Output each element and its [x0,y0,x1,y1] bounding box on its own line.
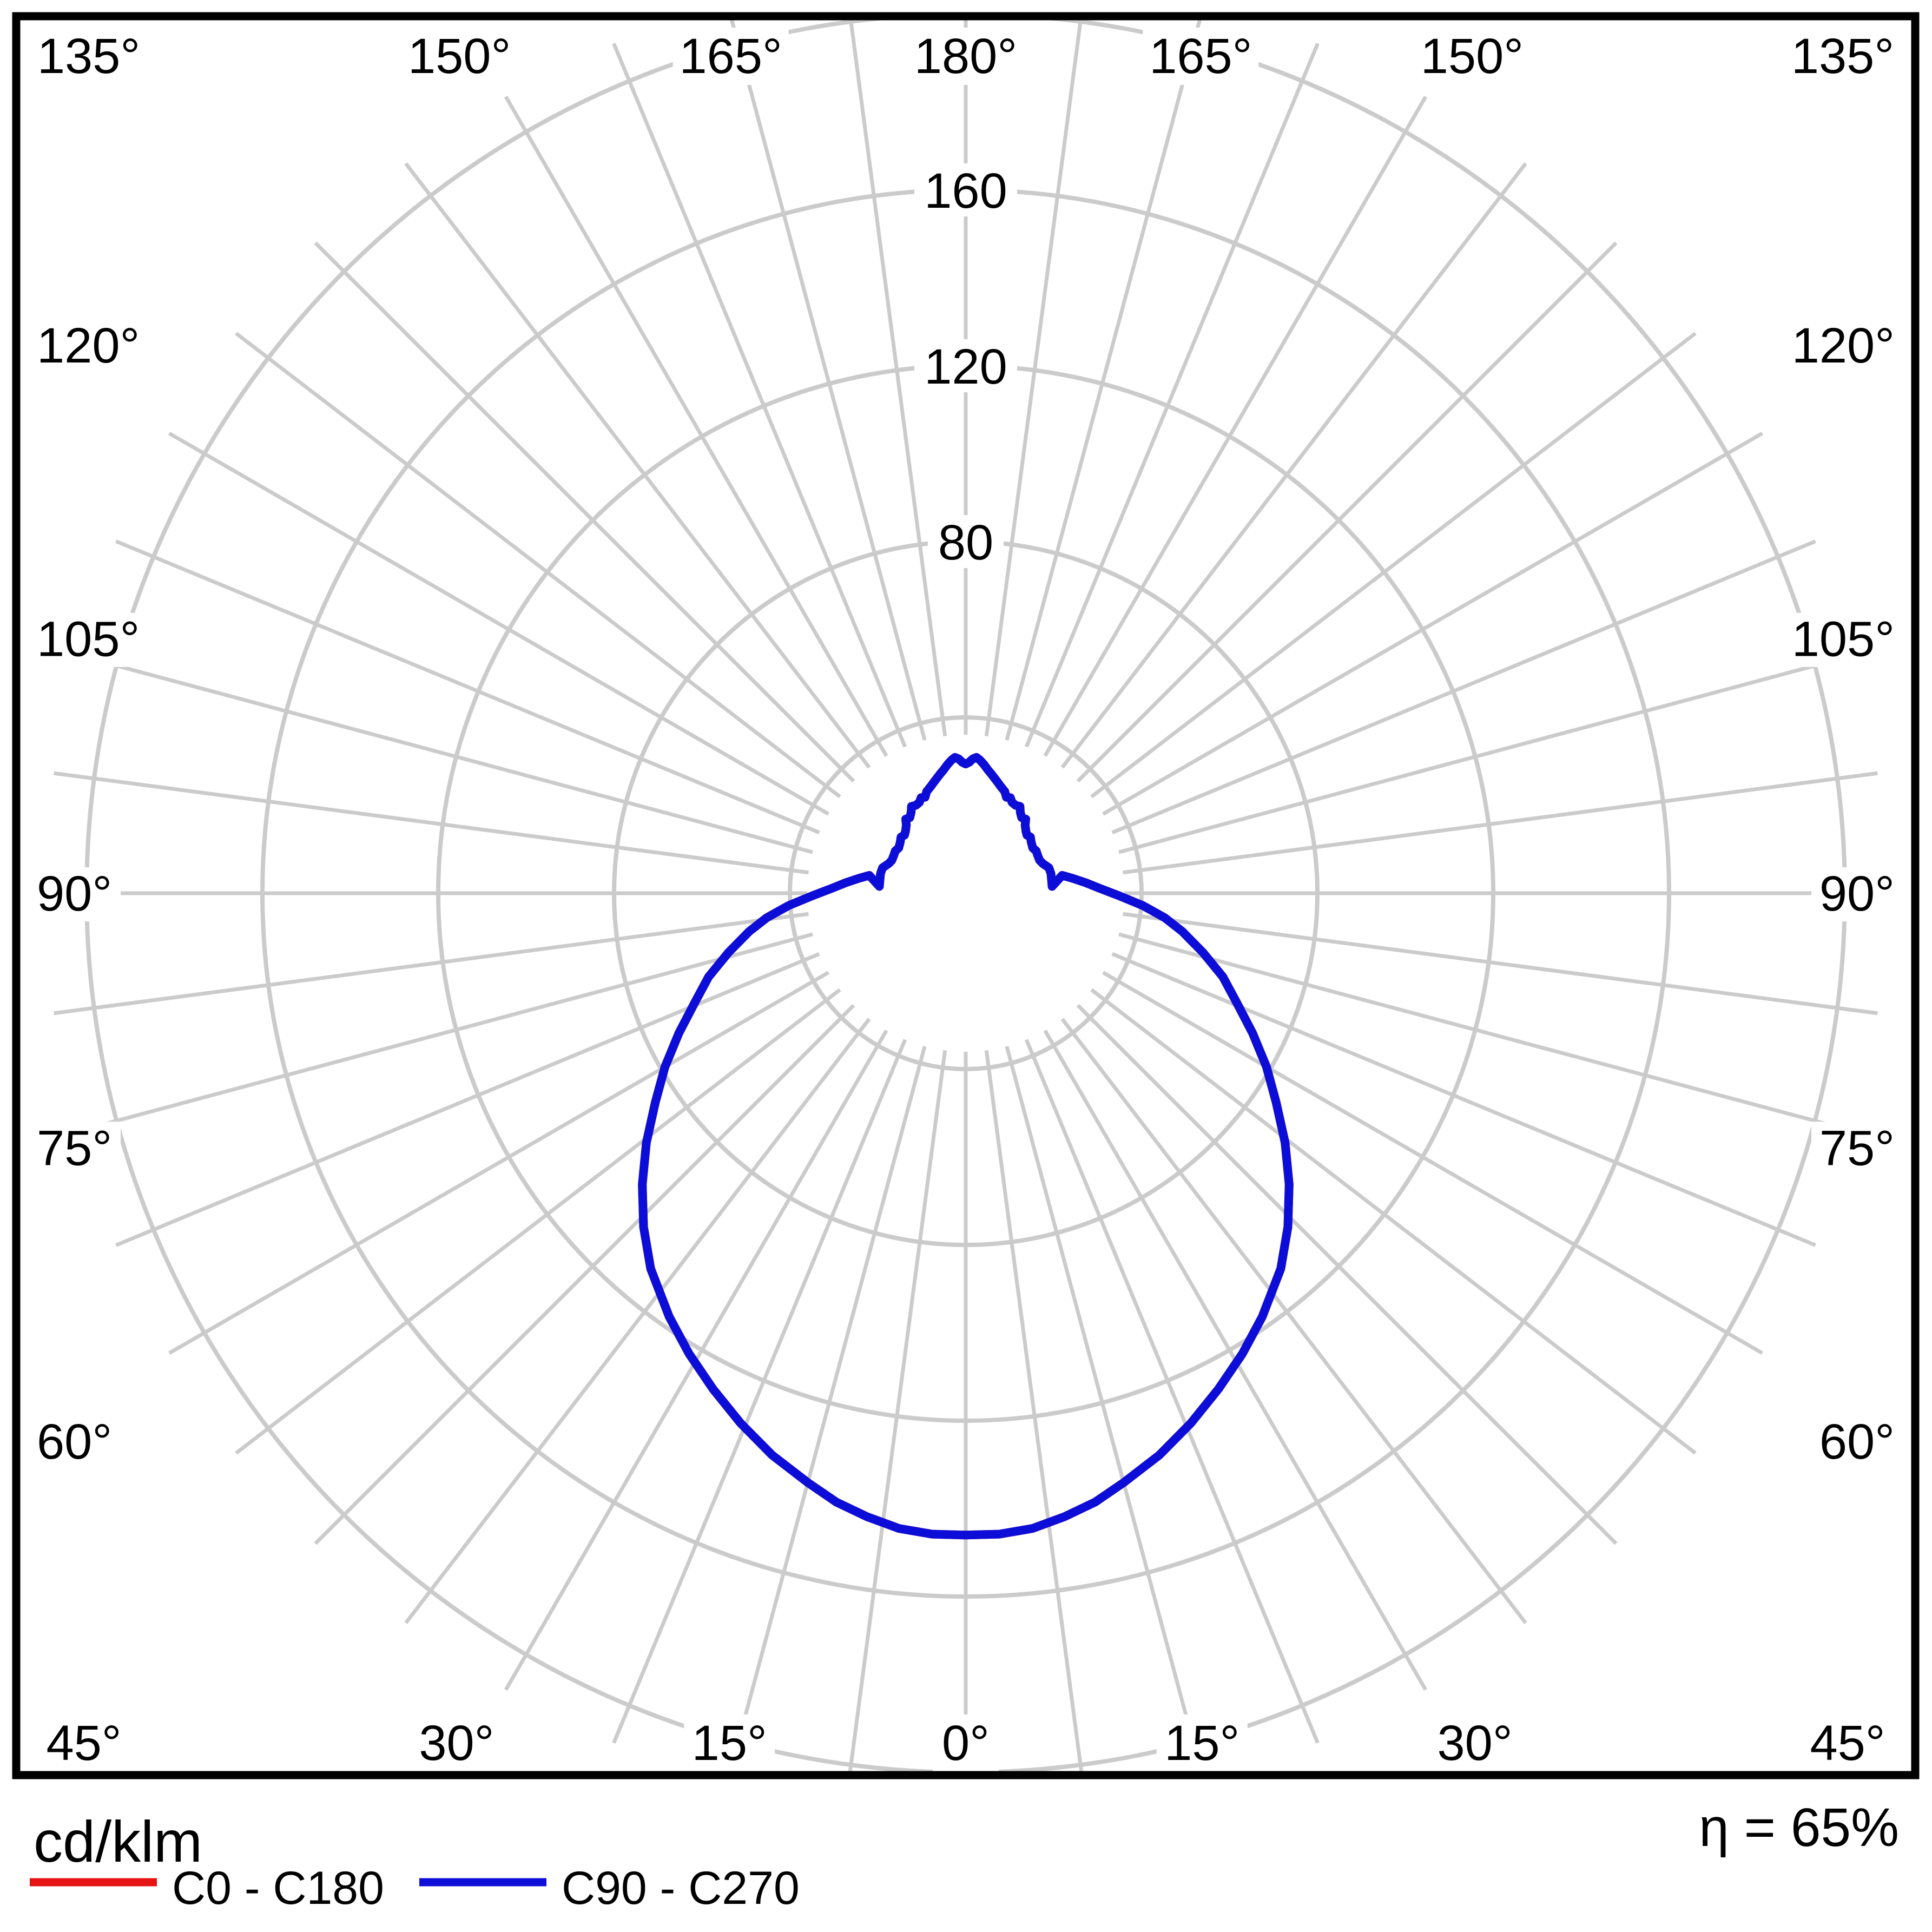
radial-ring-labels: 80 120 160 [914,163,1017,570]
angle-label-30-left: 30° [419,1716,494,1771]
angle-label-90-right: 90° [1819,866,1895,921]
angle-label-90-left: 90° [37,866,112,921]
legend: C0 - C180 C90 - C270 [30,1862,800,1914]
ring-label-80: 80 [938,515,993,570]
curve-c90-c270 [638,753,1294,1540]
angle-label-150-left: 150° [408,29,511,84]
legend-label-c0-c180: C0 - C180 [172,1862,384,1914]
angle-label-45-left: 45° [46,1716,121,1771]
chart-footer: cd/klm η = 65% C0 - C180 C90 - C270 [30,1797,1899,1914]
angle-label-15-right: 15° [1164,1716,1239,1771]
angle-label-165-right: 165° [1149,29,1252,84]
angle-label-15-left: 15° [692,1716,767,1771]
efficiency-label: η = 65% [1699,1797,1899,1858]
ring-label-160: 160 [924,163,1007,219]
angle-labels: 0° 15° 15° 30° 30° 45° 45° 60° 60° 75° 75° 90° 90° 10… [30,28,1902,1772]
angle-label-180-left: 180° [914,29,1017,84]
legend-item-c0: C0 - C180 [30,1862,384,1914]
unit-label: cd/klm [34,1809,202,1874]
legend-item-c90: C90 - C270 [419,1862,800,1914]
angle-label-120-right: 120° [1792,318,1895,373]
angle-label-120-left: 120° [37,318,140,373]
angle-label-0-left: 0° [942,1716,990,1771]
angle-label-165-left: 165° [680,29,782,84]
angle-label-45-right: 45° [1810,1716,1885,1771]
angle-label-30-right: 30° [1438,1716,1513,1771]
plot-border [12,12,1920,1779]
angle-label-135-left: 135° [37,29,140,84]
series-curves [638,753,1294,1540]
angle-label-150-right: 150° [1421,29,1524,84]
angle-label-60-right: 60° [1819,1414,1895,1469]
polar-grid [46,20,1885,1771]
legend-label-c90-c270: C90 - C270 [562,1862,800,1914]
ring-label-120: 120 [924,339,1007,394]
angle-label-75-right: 75° [1819,1120,1895,1176]
angle-label-60-left: 60° [37,1414,112,1469]
angle-label-135-right: 135° [1791,29,1894,84]
angle-label-105-left: 105° [37,612,140,667]
angle-label-75-left: 75° [37,1120,112,1176]
angle-label-105-right: 105° [1792,612,1895,667]
